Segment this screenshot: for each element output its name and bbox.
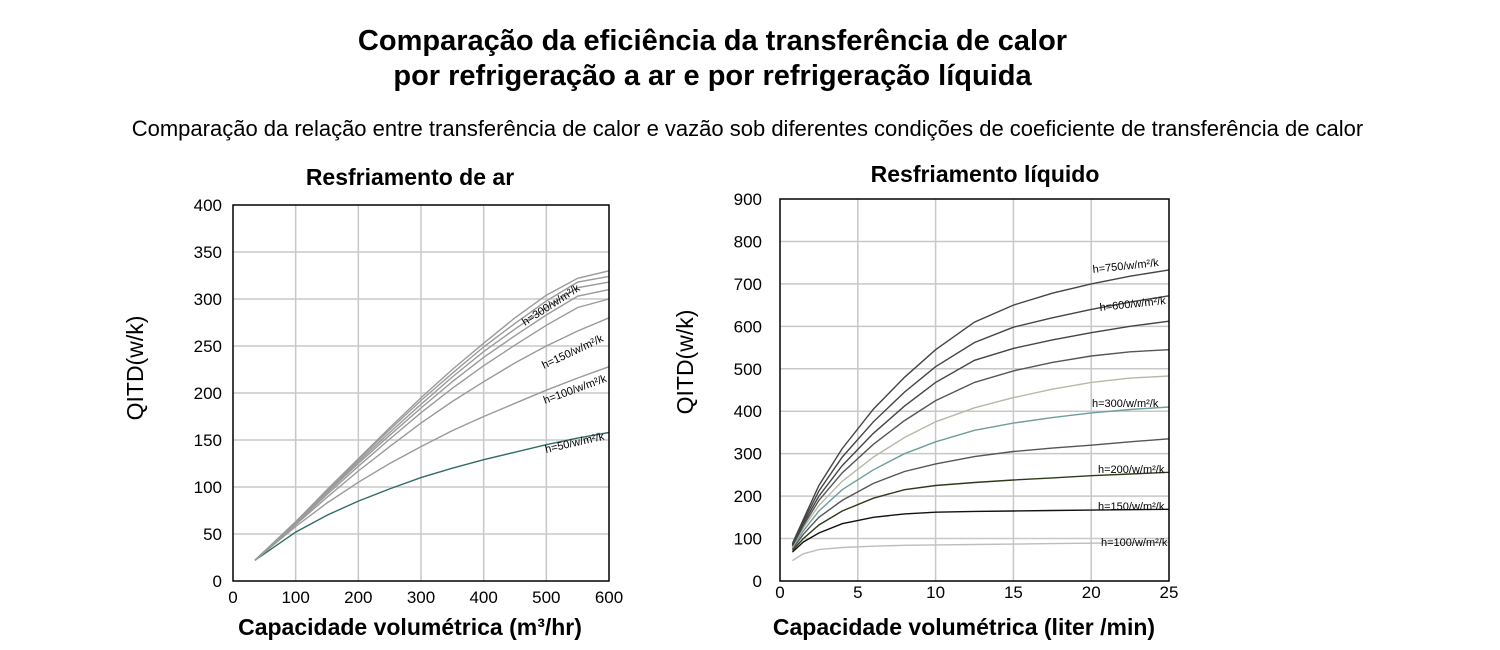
- series-line-5: [791, 375, 1170, 548]
- y-tick-label: 700: [734, 275, 762, 294]
- plot-frame: [779, 198, 1170, 582]
- y-tick-label: 600: [734, 317, 762, 336]
- y-tick-label: 0: [753, 572, 762, 591]
- x-tick-label: 600: [595, 588, 623, 607]
- page-title-line-2: por refrigeração a ar e por refrigeração…: [393, 60, 1032, 92]
- y-tick-label: 100: [194, 478, 222, 497]
- y-tick-label: 200: [734, 487, 762, 506]
- y-tick-label: 300: [194, 290, 222, 309]
- series-line-4: [254, 288, 610, 561]
- series-line-2: [254, 317, 610, 561]
- y-tick-label: 50: [203, 525, 222, 544]
- series-line-6: [791, 349, 1170, 547]
- series-label: h=300/w/m²/k: [1092, 398, 1159, 410]
- chart-0: 0 100 200 300 400 500 600 0 50 100 150 200 250 300 350…: [122, 164, 623, 640]
- x-tick-label: 15: [1004, 583, 1023, 602]
- series-label: h=150/w/m²/k: [540, 333, 606, 372]
- y-tick-label: 300: [734, 445, 762, 464]
- x-tick-label: 400: [469, 588, 497, 607]
- series-line-1: [254, 366, 610, 561]
- y-tick-label: 0: [213, 572, 222, 591]
- plot-frame: [232, 204, 610, 582]
- series-line-1: [791, 508, 1170, 553]
- series-line-2: [791, 471, 1170, 551]
- chart-1: 0 5 10 15 20 25 0 100 200 300 400 500 600 700 800 900 Re…: [672, 161, 1178, 640]
- series-label: h=100/w/m²/k: [542, 373, 609, 407]
- series-line-5: [254, 281, 610, 561]
- x-tick-label: 25: [1160, 583, 1179, 602]
- y-tick-label: 400: [194, 196, 222, 215]
- y-tick-label: 150: [194, 431, 222, 450]
- series-line-7: [254, 270, 610, 561]
- series-label: h=300/w/m²/k: [520, 282, 583, 328]
- page-subtitle: Comparação da relação entre transferênci…: [131, 116, 1364, 141]
- x-tick-label: 500: [532, 588, 560, 607]
- y-tick-label: 250: [194, 337, 222, 356]
- x-tick-label: 20: [1082, 583, 1101, 602]
- series-label: h=100/w/m²/k: [1101, 537, 1168, 549]
- x-tick-label: 0: [228, 588, 237, 607]
- x-tick-label: 300: [407, 588, 435, 607]
- series-line-3: [254, 298, 610, 561]
- x-axis-label: Capacidade volumétrica (liter /min): [773, 614, 1155, 640]
- y-tick-label: 200: [194, 384, 222, 403]
- y-tick-label: 400: [734, 402, 762, 421]
- x-tick-label: 200: [344, 588, 372, 607]
- y-tick-label: 100: [734, 530, 762, 549]
- y-tick-label: 350: [194, 243, 222, 262]
- series-line-7: [791, 320, 1170, 546]
- y-tick-label: 800: [734, 232, 762, 251]
- series-line-0: [792, 541, 1170, 562]
- chart-title: Resfriamento de ar: [306, 164, 514, 190]
- series-label: h=150/w/m²/k: [1098, 501, 1165, 513]
- x-tick-label: 100: [281, 588, 309, 607]
- series-line-4: [791, 406, 1170, 549]
- series-label: h=50/w/m²/k: [544, 431, 606, 456]
- chart-title: Resfriamento líquido: [871, 161, 1100, 187]
- y-tick-label: 900: [734, 190, 762, 209]
- series-label: h=600/w/m²/k: [1099, 295, 1167, 314]
- series-label: h=200/w/m²/k: [1098, 464, 1165, 476]
- page-title-line-1: Comparação da eficiência da transferênci…: [357, 25, 1068, 57]
- x-tick-label: 5: [853, 583, 862, 602]
- x-tick-label: 10: [926, 583, 945, 602]
- series-line-8: [791, 295, 1170, 545]
- y-axis-label: QITD(w/k): [122, 316, 148, 421]
- y-tick-label: 500: [734, 360, 762, 379]
- y-axis-label: QITD(w/k): [672, 310, 698, 415]
- series-line-9: [791, 269, 1170, 544]
- series-line-0: [254, 431, 610, 561]
- series-line-3: [791, 438, 1170, 550]
- x-axis-label: Capacidade volumétrica (m³/hr): [238, 614, 582, 640]
- x-tick-label: 0: [775, 583, 784, 602]
